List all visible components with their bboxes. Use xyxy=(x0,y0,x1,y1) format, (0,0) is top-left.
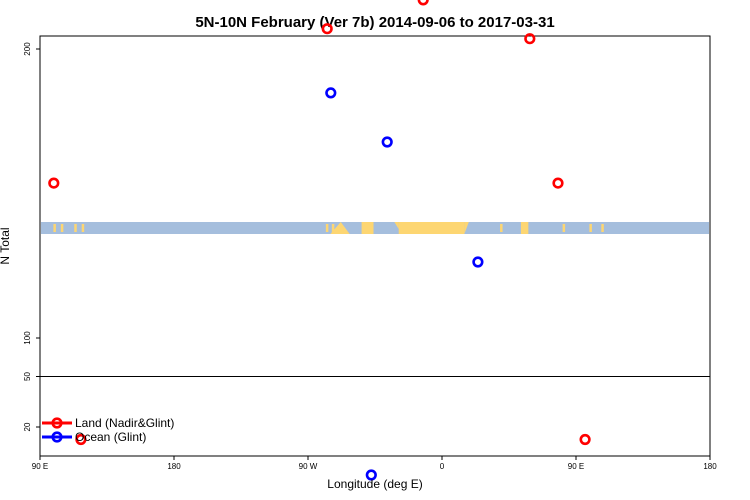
land-segment xyxy=(60,224,64,232)
ocean-point xyxy=(325,87,337,99)
land-segment xyxy=(589,224,592,232)
legend: Land (Nadir&Glint) Ocean (Glint) xyxy=(42,416,174,444)
x-axis-label: Longitude (deg E) xyxy=(327,477,422,491)
x-tick-label: 180 xyxy=(167,462,181,471)
y-tick-label: 20 xyxy=(23,422,32,431)
land-point xyxy=(552,177,564,189)
plot-frame xyxy=(39,35,711,457)
data-points xyxy=(48,0,591,481)
ocean-point xyxy=(381,136,393,148)
land-point xyxy=(321,23,333,35)
land-segment xyxy=(81,224,85,232)
land-segment xyxy=(53,224,56,232)
legend-label-land: Land (Nadir&Glint) xyxy=(75,416,174,430)
chart-title: 5N-10N February (Ver 7b) 2014-09-06 to 2… xyxy=(195,14,554,31)
x-tick-label: 90 E xyxy=(568,462,584,471)
land-point xyxy=(75,433,87,446)
land-point xyxy=(579,433,591,446)
land-point xyxy=(417,0,429,6)
ocean-band xyxy=(41,222,709,234)
ocean-point xyxy=(472,256,484,268)
land-segment xyxy=(601,224,604,232)
y-tick-label: 200 xyxy=(23,42,32,56)
land-segment xyxy=(398,222,465,234)
y-axis: 10020050010002000500010000200005020 xyxy=(23,42,40,431)
x-tick-label: 0 xyxy=(440,462,445,471)
legend-marker-ocean xyxy=(51,431,63,443)
land-segment xyxy=(74,224,77,232)
land-segment xyxy=(464,222,469,234)
land-segment xyxy=(331,224,335,232)
y-tick-label: 100 xyxy=(23,331,32,345)
x-tick-label: 90 E xyxy=(32,462,48,471)
land-segment xyxy=(361,222,374,234)
legend-label-ocean: Ocean (Glint) xyxy=(75,430,146,444)
x-axis: 90 E 180 90 W 0 90 E 180 xyxy=(32,456,717,471)
ocean-point xyxy=(365,469,377,481)
y-tick-label: 50 xyxy=(23,372,32,381)
land-segment xyxy=(562,224,566,232)
x-tick-label: 90 W xyxy=(299,462,318,471)
land-ocean-strip xyxy=(41,222,709,234)
land-segment xyxy=(394,222,402,234)
land-point xyxy=(524,33,536,45)
y-axis-label: N Total xyxy=(0,227,12,264)
legend-marker-land xyxy=(51,417,63,429)
x-tick-label: 180 xyxy=(703,462,717,471)
legend-item-land: Land (Nadir&Glint) xyxy=(42,416,174,430)
land-segment xyxy=(330,222,350,234)
legend-item-ocean: Ocean (Glint) xyxy=(42,430,146,444)
land-point xyxy=(48,177,60,189)
land-segment xyxy=(500,224,503,232)
land-segment xyxy=(325,224,329,232)
land-segment xyxy=(522,224,525,232)
